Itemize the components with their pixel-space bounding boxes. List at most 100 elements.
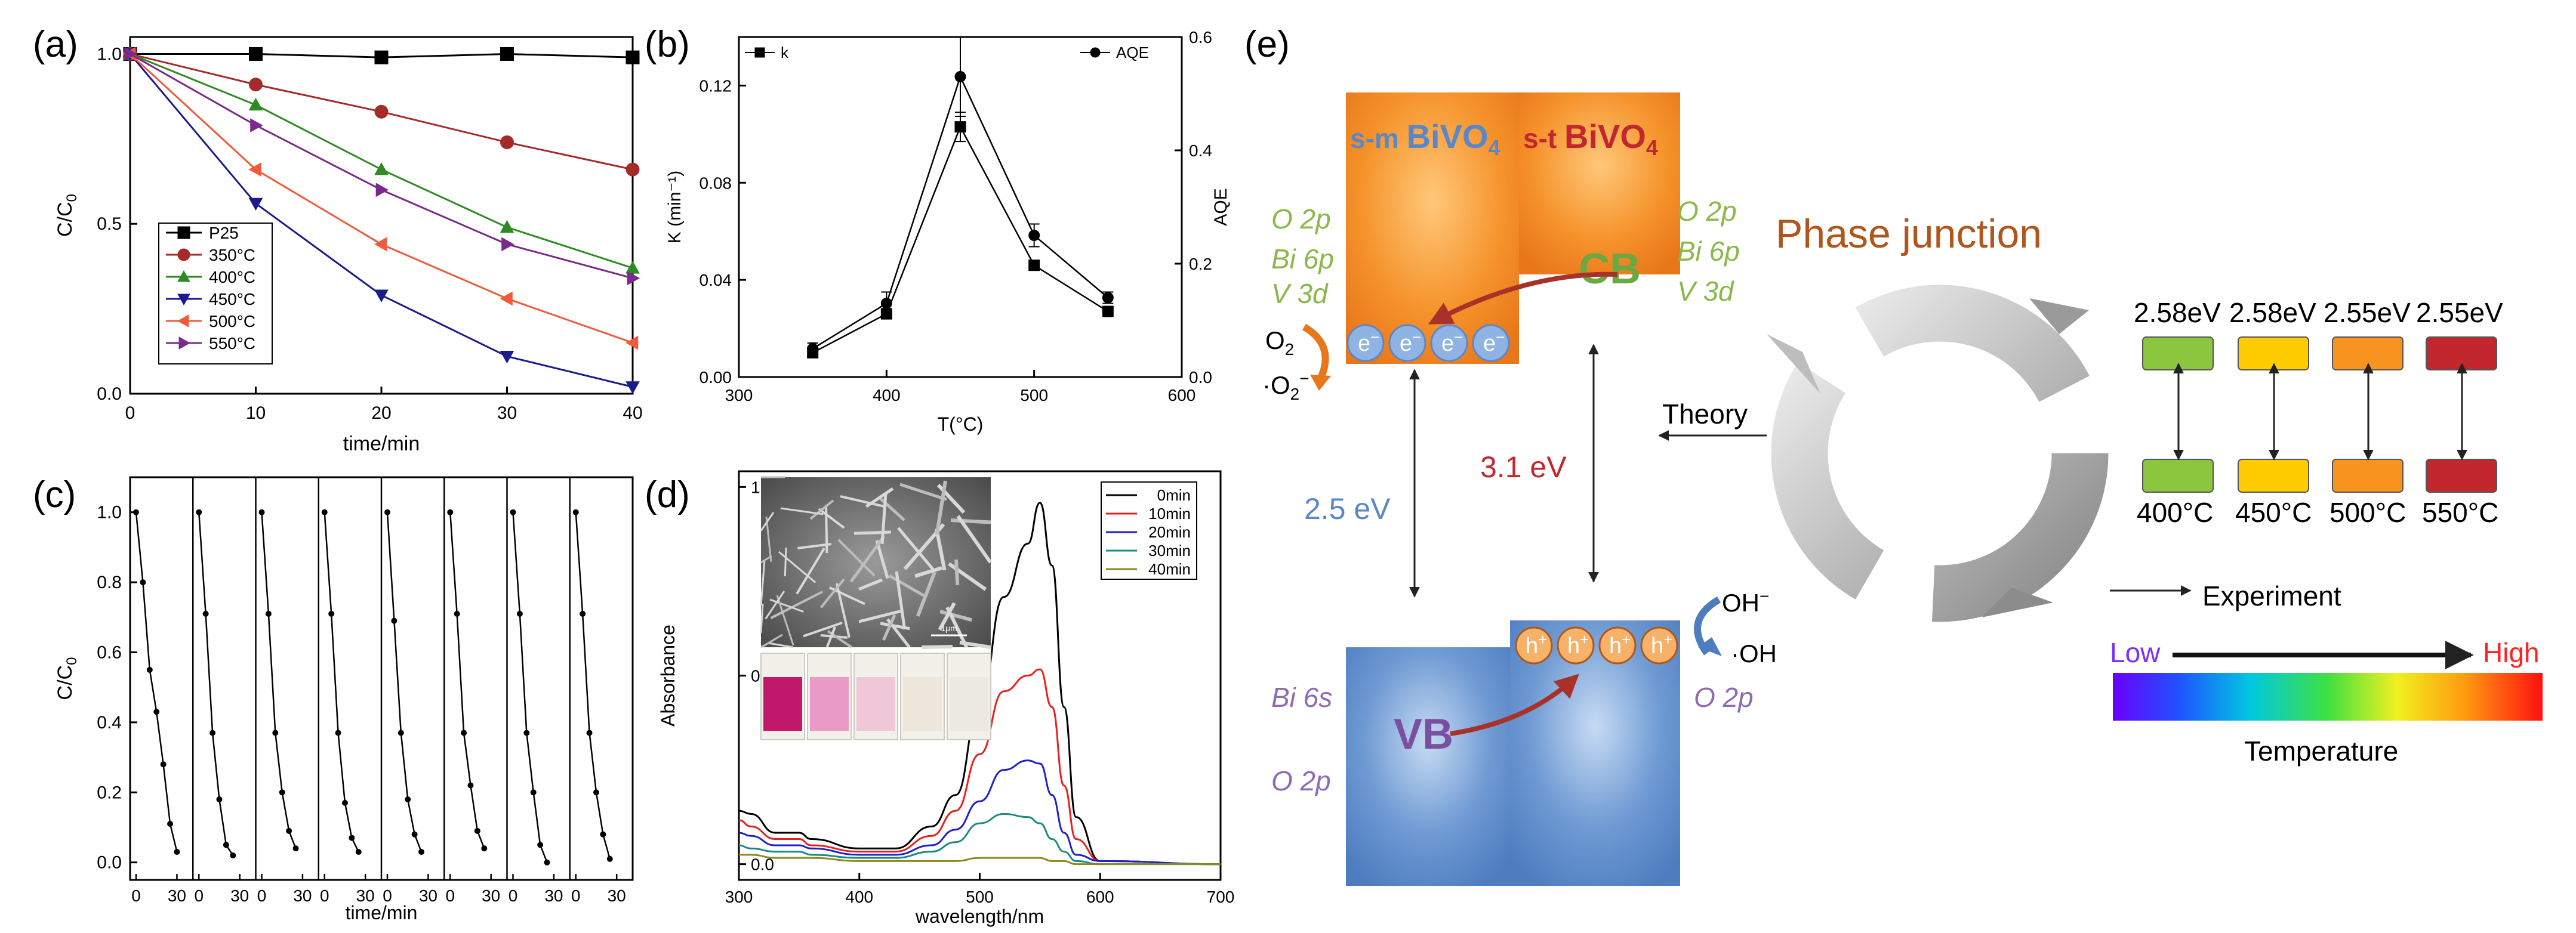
electron-transfer-arrow (1428, 271, 1618, 325)
svg-text:h+: h+ (1651, 631, 1672, 659)
sem-crystal (825, 626, 836, 648)
data-point (544, 859, 550, 866)
x-tick-label: 0 (131, 886, 141, 905)
x-tick-label: 30 (608, 886, 626, 905)
data-point (248, 197, 263, 211)
data-point (250, 118, 263, 132)
sem-crystal (935, 528, 947, 571)
legend-label: P25 (209, 224, 239, 242)
y-tick-label-right: 0.6 (1189, 28, 1212, 47)
data-point (500, 351, 514, 364)
data-point (167, 821, 174, 827)
data-point (279, 789, 285, 796)
sem-crystal (935, 480, 947, 535)
data-point (1102, 305, 1114, 317)
data-point (500, 47, 514, 61)
data-point (586, 730, 593, 736)
sem-crystal (914, 566, 942, 578)
sem-crystal (836, 583, 851, 638)
x-tick-label: 30 (230, 886, 249, 905)
data-point (249, 78, 263, 92)
x-tick-label: 30 (419, 886, 437, 905)
spectrum-0min (738, 502, 1221, 866)
data-point (174, 849, 180, 855)
data-point (209, 730, 216, 736)
electron: e− (1388, 324, 1426, 362)
data-point (341, 799, 348, 806)
data-point (411, 831, 418, 838)
svg-text:V 3d: V 3d (1677, 276, 1734, 307)
sem-crystal (954, 559, 960, 586)
data-point (516, 610, 523, 617)
x-tick-label: 20 (371, 403, 391, 423)
spectrum-40min (738, 854, 1221, 866)
panel-label-d: (d) (645, 474, 690, 515)
sem-crystal (939, 610, 972, 622)
phase-junction-title: Phase junction (1776, 211, 2042, 257)
y-tick-label: 0.5 (97, 214, 122, 234)
panel-label-a: (a) (33, 24, 78, 65)
sem-crystal (880, 492, 888, 544)
hydroxide-label: OH− (1722, 587, 1769, 617)
data-point (627, 271, 640, 286)
data-point (196, 509, 202, 515)
data-point (265, 610, 272, 617)
sem-crystal (784, 547, 787, 577)
data-point (391, 617, 398, 624)
data-point (374, 162, 389, 175)
data-point (474, 827, 480, 834)
cycle-line (261, 512, 297, 849)
sem-crystal (882, 614, 896, 641)
x-tick-label: 30 (168, 886, 186, 905)
data-point (321, 509, 328, 515)
data-point (454, 610, 460, 617)
data-point (140, 579, 146, 586)
y-tick-label-left: 0.04 (700, 271, 732, 289)
data-point (398, 730, 404, 736)
high-label: High (2483, 637, 2540, 668)
legend-label: 350°C (209, 246, 255, 264)
data-point (625, 335, 639, 350)
data-point (216, 796, 223, 802)
svg-text:Bi 6p: Bi 6p (1271, 243, 1334, 274)
legend-label: 40min (1148, 560, 1191, 578)
data-point (124, 47, 138, 61)
data-point (754, 47, 765, 58)
vb-label: VB (1394, 710, 1453, 758)
data-point (248, 97, 263, 111)
svg-text:400°C: 400°C (2137, 497, 2213, 528)
y-tick-label-left: 0.00 (700, 368, 732, 387)
y-tick-label-right: 0.4 (1189, 141, 1212, 160)
x-tick-label: 0 (194, 886, 204, 905)
sem-crystal (837, 539, 876, 577)
data-point (572, 509, 579, 515)
y-tick-label: 0.2 (97, 783, 122, 802)
svg-text:V 3d: V 3d (1271, 278, 1329, 309)
y-tick-label-right: 0.0 (1189, 368, 1212, 387)
data-point (580, 610, 586, 617)
hydroxyl-radical-label: ·OH (1731, 639, 1777, 668)
data-point (500, 291, 513, 306)
data-point (1090, 47, 1101, 58)
sem-crystal (760, 603, 764, 633)
data-point (258, 509, 265, 515)
x-tick-label: 10 (246, 403, 266, 423)
series-line-k (812, 125, 1108, 354)
cycle-arrows-icon (1767, 285, 2109, 622)
sem-crystal (858, 578, 883, 591)
data-point (593, 789, 599, 796)
data-point (177, 294, 190, 306)
y-axis-label: C/C0 (54, 194, 80, 237)
cycle-line (135, 512, 178, 852)
cycle-line (449, 512, 485, 849)
legend-label: 450°C (209, 290, 255, 308)
chart-c: 0.0 0.2 0.4 0.6 0.8 1.0 0 30 0 30 0 30 0 30 0 30 0 30 0 30 0… (54, 476, 634, 923)
sem-crystal (809, 499, 834, 520)
svg-text:e−: e− (1400, 328, 1421, 356)
data-point (530, 789, 537, 796)
vb-orbital-right: O 2p (1694, 682, 1754, 713)
svg-text:Bi 6p: Bi 6p (1677, 236, 1740, 267)
data-point (374, 104, 389, 119)
chart-a: 0 10 20 30 40 0.0 0.5 1.0 time/min C/C0 P25 350°C 40… (54, 36, 643, 455)
